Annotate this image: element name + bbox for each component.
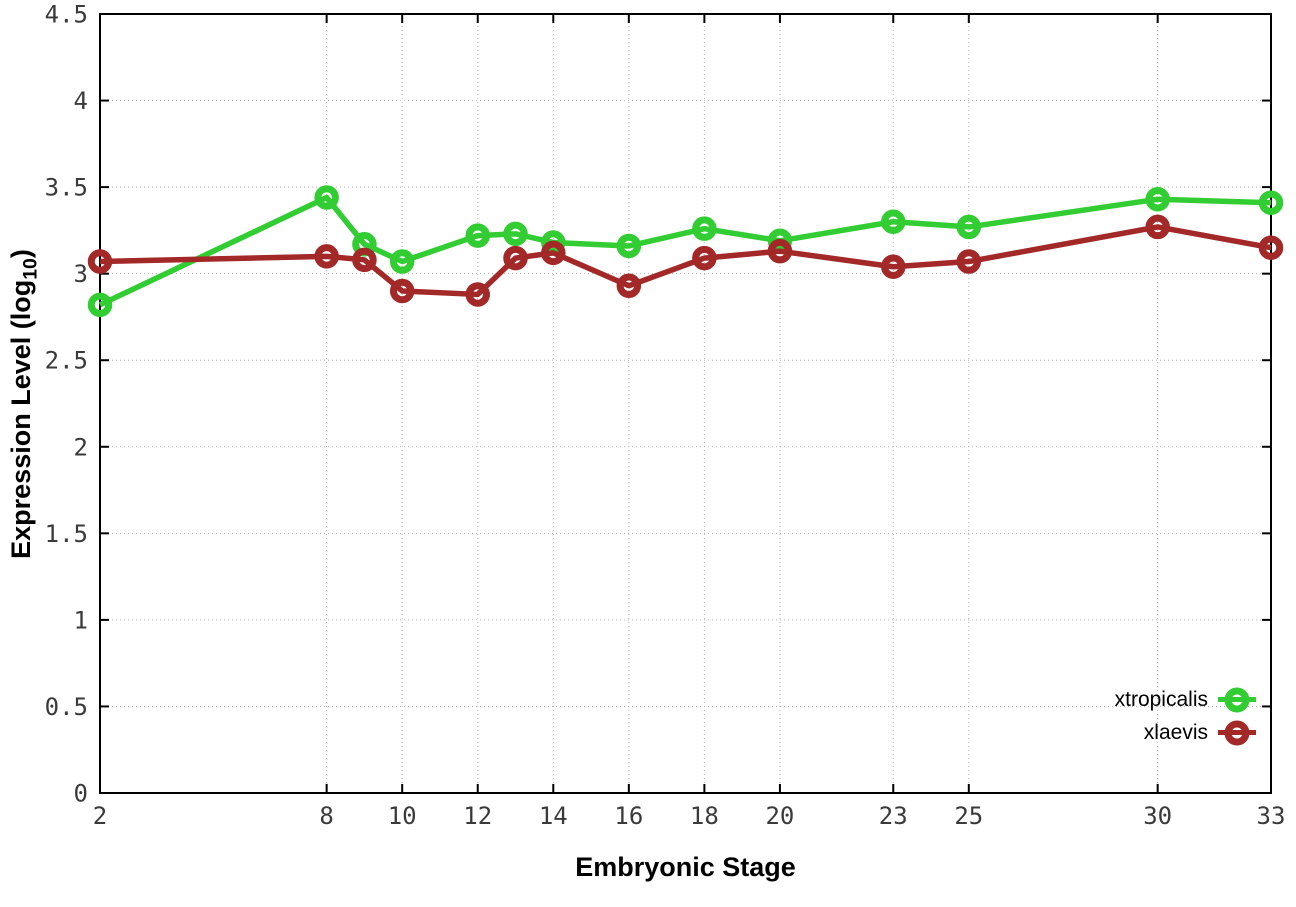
- marker-xlaevis: [465, 282, 490, 307]
- marker-xlaevis: [389, 278, 415, 304]
- marker-xlaevis: [352, 247, 377, 273]
- marker-xlaevis: [87, 249, 113, 274]
- x-tick-label: 8: [319, 802, 333, 830]
- marker-xtropicalis: [881, 209, 906, 234]
- legend-item-xlaevis: xlaevis: [1144, 716, 1256, 749]
- series-line-xtropicalis: [98, 194, 1272, 308]
- legend-label-xlaevis: xlaevis: [1143, 720, 1208, 744]
- x-tick-label: 14: [539, 802, 568, 830]
- x-tick-label: 25: [954, 802, 983, 830]
- marker-xlaevis: [956, 249, 982, 274]
- marker-xlaevis: [881, 254, 906, 279]
- x-tick-label: 10: [388, 802, 417, 830]
- y-axis-title-close: ): [6, 249, 36, 259]
- marker-xtropicalis: [87, 292, 113, 318]
- y-tick-label: 2: [74, 433, 88, 461]
- x-tick-label: 30: [1143, 802, 1172, 830]
- x-tick-label: 16: [614, 802, 643, 830]
- marker-xtropicalis: [465, 223, 490, 248]
- legend-sample-xtropicalis: [1218, 687, 1256, 713]
- legend-circle-marker-icon: [1224, 687, 1250, 712]
- legend-item-xtropicalis: xtropicalis: [1115, 683, 1256, 716]
- marker-xtropicalis: [1145, 186, 1170, 212]
- marker-xlaevis: [767, 238, 793, 264]
- series-line-xlaevis: [99, 224, 1272, 298]
- y-tick-label: 4: [74, 87, 88, 115]
- legend-circle-marker-icon: [1224, 720, 1250, 745]
- marker-xtropicalis: [314, 185, 339, 210]
- marker-xlaevis: [692, 245, 717, 271]
- plot-border: [99, 13, 1272, 794]
- x-tick-label: 2: [93, 802, 107, 830]
- marker-xlaevis: [314, 244, 339, 269]
- y-tick-label: 3: [74, 260, 88, 288]
- y-axis-title-text: Expression Level (log: [6, 279, 36, 559]
- y-tick-label: 1: [74, 606, 88, 634]
- y-tick-label: 3.5: [45, 174, 88, 202]
- marker-xlaevis: [1258, 235, 1284, 260]
- x-tick-label: 20: [765, 802, 794, 830]
- marker-xlaevis: [1145, 214, 1170, 240]
- marker-xlaevis: [541, 240, 566, 266]
- y-tick-label: 0.5: [45, 693, 88, 721]
- marker-xlaevis: [616, 273, 642, 299]
- marker-xtropicalis: [956, 214, 982, 240]
- y-axis-title: Expression Level (log10): [6, 0, 41, 809]
- marker-xtropicalis: [1258, 190, 1284, 215]
- x-tick-label: 12: [463, 802, 492, 830]
- legend-label-xtropicalis: xtropicalis: [1114, 687, 1208, 711]
- marker-xtropicalis: [616, 233, 642, 259]
- legend: xtropicalis xlaevis: [1115, 683, 1256, 749]
- legend-sample-xlaevis: [1218, 720, 1256, 746]
- marker-xtropicalis: [389, 249, 415, 274]
- marker-xtropicalis: [692, 216, 717, 241]
- x-tick-label: 33: [1257, 802, 1286, 830]
- y-tick-label: 0: [74, 780, 88, 808]
- x-tick-label: 23: [879, 802, 908, 830]
- x-tick-label: 18: [690, 802, 719, 830]
- y-tick-label: 2.5: [45, 347, 88, 375]
- y-axis-title-subscript: 10: [19, 258, 42, 280]
- y-tick-label: 4.5: [45, 1, 88, 29]
- x-axis-title: Embryonic Stage: [575, 852, 796, 882]
- y-tick-label: 1.5: [45, 520, 88, 548]
- marker-xlaevis: [503, 245, 528, 271]
- marker-xtropicalis: [503, 221, 528, 247]
